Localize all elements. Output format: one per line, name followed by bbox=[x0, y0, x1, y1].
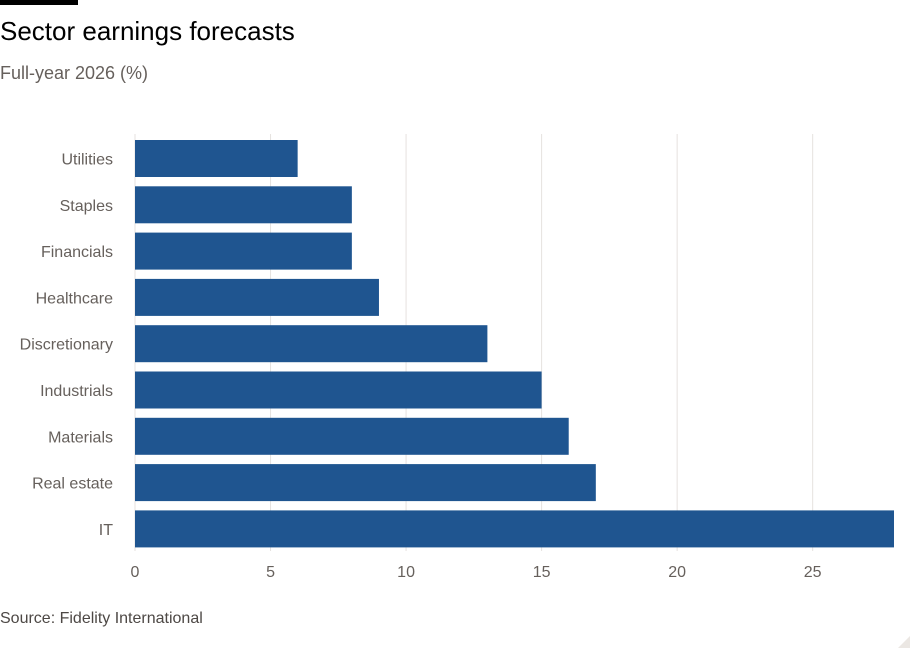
category-labels: Utilities Staples Financials Healthcare Disc… bbox=[20, 152, 114, 539]
x-tick-label-25: 25 bbox=[804, 564, 822, 581]
x-tick-label-20: 20 bbox=[668, 564, 686, 581]
category-label-utilities: Utilities bbox=[61, 152, 113, 169]
bar-discretionary bbox=[135, 325, 488, 363]
bar-materials bbox=[135, 417, 569, 455]
bar-it bbox=[135, 510, 894, 548]
x-tick-label-0: 0 bbox=[131, 564, 140, 581]
category-label-it: IT bbox=[99, 522, 113, 539]
corner-mark bbox=[898, 636, 910, 648]
x-axis-ticks: 0 5 10 15 20 25 bbox=[131, 564, 822, 581]
chart-subtitle: Full-year 2026 (%) bbox=[0, 63, 149, 83]
category-label-healthcare: Healthcare bbox=[36, 290, 113, 307]
x-tick-label-10: 10 bbox=[397, 564, 415, 581]
x-tick-label-5: 5 bbox=[266, 564, 275, 581]
bar-real-estate bbox=[135, 464, 596, 502]
bar-utilities bbox=[135, 140, 298, 177]
x-tick-label-15: 15 bbox=[533, 564, 551, 581]
category-label-real-estate: Real estate bbox=[32, 476, 113, 493]
bar-financials bbox=[135, 232, 352, 270]
category-label-materials: Materials bbox=[48, 429, 113, 446]
category-label-discretionary: Discretionary bbox=[20, 337, 113, 354]
bar-staples bbox=[135, 186, 352, 224]
brand-bar bbox=[0, 0, 78, 5]
source-note: Source: Fidelity International bbox=[0, 610, 203, 627]
chart-title: Sector earnings forecasts bbox=[0, 16, 295, 46]
bars bbox=[135, 140, 894, 548]
category-label-industrials: Industrials bbox=[40, 383, 113, 400]
bar-industrials bbox=[135, 371, 542, 409]
category-label-staples: Staples bbox=[60, 198, 113, 215]
category-label-financials: Financials bbox=[41, 244, 113, 261]
bar-healthcare bbox=[135, 278, 379, 316]
